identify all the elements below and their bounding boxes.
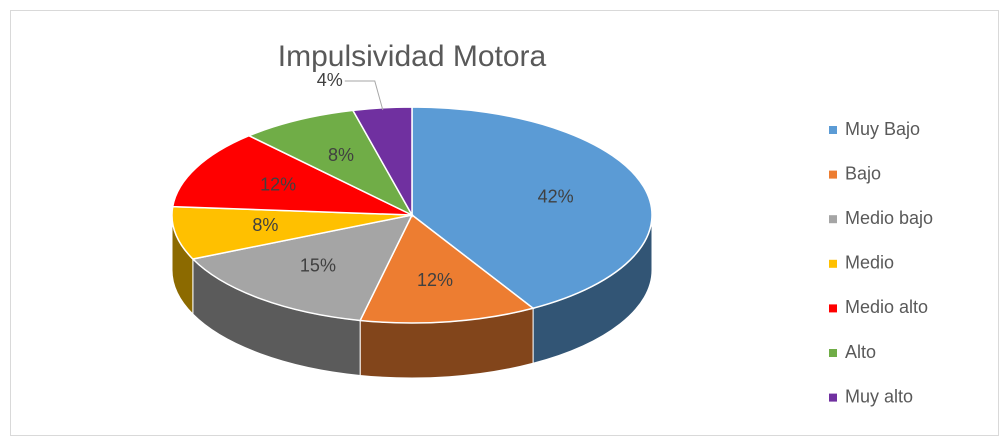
pie-slice [171,134,413,216]
legend-swatch [829,170,837,179]
data-label: 8% [328,145,354,165]
data-label: 4% [317,70,343,90]
legend-swatch [829,304,837,313]
legend-label: Bajo [845,163,881,183]
legend-swatch [829,215,837,224]
legend-label: Muy Bajo [845,119,920,139]
legend-swatch [829,393,837,402]
data-label: 12% [260,175,296,195]
leader-line [344,80,384,111]
data-label: 42% [538,186,574,206]
pie-slice [359,213,535,324]
chart-title: Impulsividad Motora [278,40,547,73]
pie-slice [411,106,653,310]
pie-slice [247,109,414,217]
legend-label: Medio bajo [845,208,933,228]
pie-slice [191,213,414,322]
legend-swatch [829,259,837,268]
legend-swatch [829,349,837,357]
legend-label: Medio alto [845,297,928,317]
pie-slice [171,205,413,260]
data-label: 12% [417,270,453,290]
legend-label: Muy alto [845,386,913,406]
legend-swatch [829,126,837,134]
data-label: 15% [300,256,336,276]
data-label: 8% [252,215,278,235]
legend-label: Alto [845,342,876,362]
legend-label: Medio [845,253,894,273]
